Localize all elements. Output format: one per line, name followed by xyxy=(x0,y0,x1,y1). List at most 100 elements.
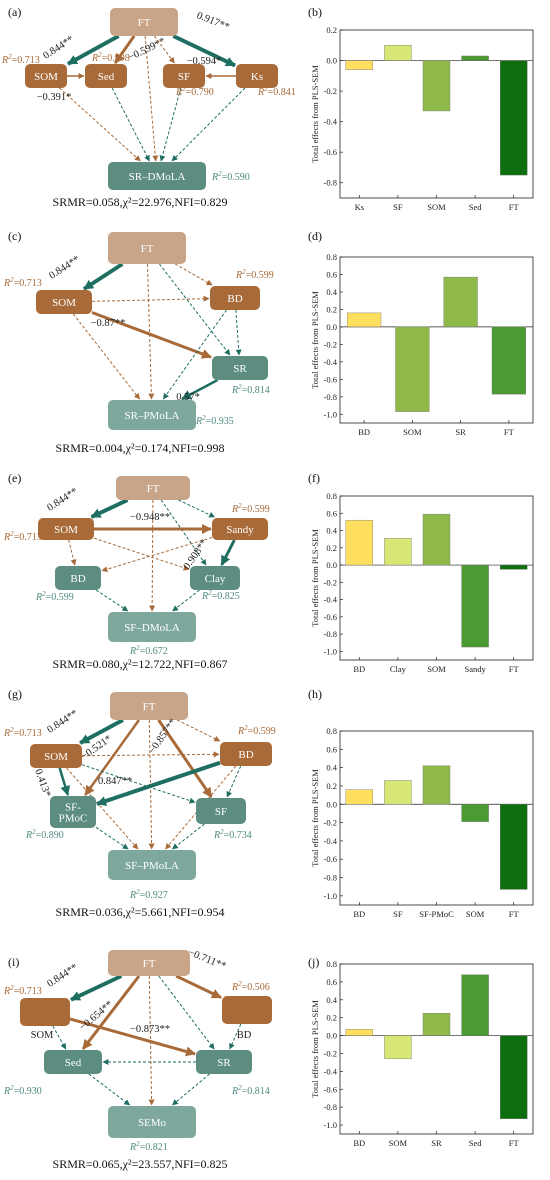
node-som xyxy=(20,998,70,1026)
y-tick-label: -0.4 xyxy=(324,836,338,846)
path-ft-to-sed xyxy=(113,35,136,64)
node-ft: FT xyxy=(110,8,178,36)
node-y: SF–DMoLA xyxy=(108,612,196,642)
sem-panel-a: (a) FT SOM Sed SF Ks SR–DMoLA 0.844** 0.917** −0.… xyxy=(1,5,296,209)
path-coefficient: 0.57* xyxy=(176,392,200,403)
bar-sf-pmoc xyxy=(422,765,451,805)
node-sf: SF xyxy=(163,64,205,88)
r-squared-label: R2=0.713 xyxy=(3,984,42,997)
bar-chart-b: (b) 0.2 0.0 -0.2 -0.4 -0.6 -0.8 Ks SF SOM Sed FT Tot… xyxy=(308,5,534,212)
bar-chart-f: (f) 0.8 0.6 0.4 0.2 0.0 -0.2 -0.4 -0.6 -0.8 -1.0 BD… xyxy=(308,471,534,674)
fit-statistics: SRMR=0.058,χ²=22.976,NFI=0.829 xyxy=(53,195,228,209)
path-coefficient: 0.844** xyxy=(47,254,82,282)
node-som: SOM xyxy=(30,744,82,768)
r-squared-label: R2=0.713 xyxy=(1,53,40,66)
x-tick-label: SOM xyxy=(427,202,446,212)
y-axis-title: Total effects from PLS-SEM xyxy=(310,529,320,627)
y-tick-label: 0.0 xyxy=(326,799,337,809)
node-label: PMoC xyxy=(59,813,88,825)
node-box xyxy=(210,286,260,310)
path-sed-to-y xyxy=(88,1073,131,1106)
x-tick-label: SR xyxy=(455,427,466,437)
node-box xyxy=(108,850,196,880)
path-coefficient: 0.847** xyxy=(98,776,132,787)
node-ft: FT xyxy=(116,476,190,500)
bar-sed xyxy=(461,55,489,61)
bar-sf xyxy=(384,45,412,61)
node-y: SR–PMoLA xyxy=(108,400,196,430)
y-axis-title: Total effects from PLS-SEM xyxy=(310,769,320,867)
node-ft: FT xyxy=(108,950,190,976)
node-y: SEMo xyxy=(108,1106,196,1138)
node-box xyxy=(110,692,188,720)
y-tick-label: 0.6 xyxy=(326,508,337,518)
node-box xyxy=(108,950,190,976)
path-coefficient: −0.873** xyxy=(130,1024,170,1035)
x-tick-label: BD xyxy=(358,427,370,437)
y-tick-label: 0.0 xyxy=(326,560,337,570)
node-bd: BD xyxy=(55,566,101,590)
node-box xyxy=(236,64,278,88)
node-label: SR–DMoLA xyxy=(129,171,186,183)
y-tick-label: 0.2 xyxy=(326,781,337,791)
r-squared-label: R2=0.672 xyxy=(129,644,168,657)
panel-label-j: (j) xyxy=(308,955,319,969)
path-som-to-clay xyxy=(93,537,190,571)
node-label: SR–PMoLA xyxy=(124,410,179,422)
x-tick-label: FT xyxy=(509,909,520,919)
bar-sandy xyxy=(461,564,489,648)
path-coefficient: −0.857** xyxy=(147,717,179,756)
x-tick-label: FT xyxy=(509,664,520,674)
path-coefficient: 0.844** xyxy=(41,34,76,62)
y-tick-label: 0.6 xyxy=(326,269,337,279)
x-tick-label: SF xyxy=(393,202,403,212)
node-box xyxy=(190,566,240,590)
panel-label-a: (a) xyxy=(8,5,21,19)
path-bd-to-y xyxy=(95,589,129,612)
node-sed: Sed xyxy=(85,64,127,88)
path-som-to-sfp xyxy=(58,767,71,796)
node-box xyxy=(116,476,190,500)
node-box xyxy=(108,232,186,264)
path-som-to-bd xyxy=(91,295,210,302)
node-label: SOM xyxy=(34,71,58,83)
path-coefficient: −0.594* xyxy=(187,56,222,67)
path-som-to-bd xyxy=(68,539,77,566)
x-tick-label: FT xyxy=(504,427,515,437)
path-ft-to-bd xyxy=(174,263,213,286)
node-label: SOM xyxy=(44,751,68,763)
node-label: SR xyxy=(217,1057,231,1069)
path-sf-to-y xyxy=(159,87,182,162)
y-tick-label: 0.2 xyxy=(326,1013,337,1023)
node-box xyxy=(30,744,82,768)
x-tick-label: SOM xyxy=(403,427,422,437)
node-label: FT xyxy=(143,701,156,713)
path-coefficient: 0.844** xyxy=(45,708,80,736)
sem-paths-e xyxy=(68,498,236,612)
r-squared-label: R2=0.599 xyxy=(35,590,74,603)
y-tick-label: -0.4 xyxy=(324,117,338,127)
bar-som xyxy=(422,60,451,112)
node-box xyxy=(222,996,272,1024)
y-tick-label: -0.2 xyxy=(324,818,337,828)
node-bd xyxy=(222,996,272,1024)
bar-ft xyxy=(499,564,528,570)
node-box xyxy=(85,64,127,88)
r-squared-label: R2=0.825 xyxy=(201,589,240,602)
y-axis-title: Total effects from PLS-SEM xyxy=(310,65,320,163)
path-som-to-sr xyxy=(69,1017,196,1057)
path-ft-to-sr xyxy=(158,975,215,1050)
node-label: FT xyxy=(147,483,160,495)
side-label: SOM xyxy=(31,1030,54,1041)
sem-paths-g xyxy=(58,718,242,850)
node-label: BD xyxy=(238,749,253,761)
node-label: BD xyxy=(70,573,85,585)
bar-chart-j: (j) 0.8 0.6 0.4 0.2 0.0 -0.2 -0.4 -0.6 -0.8 -1.0 BD… xyxy=(308,955,534,1148)
path-bd-to-sf xyxy=(226,765,242,798)
r-squared-label: R2=0.734 xyxy=(213,828,252,841)
y-tick-label: -1.0 xyxy=(324,646,337,656)
path-ft-to-sf xyxy=(157,719,213,798)
node-sed: Sed xyxy=(44,1050,102,1074)
y-tick-label: -0.6 xyxy=(324,1084,337,1094)
path-ft-to-y xyxy=(148,719,155,850)
